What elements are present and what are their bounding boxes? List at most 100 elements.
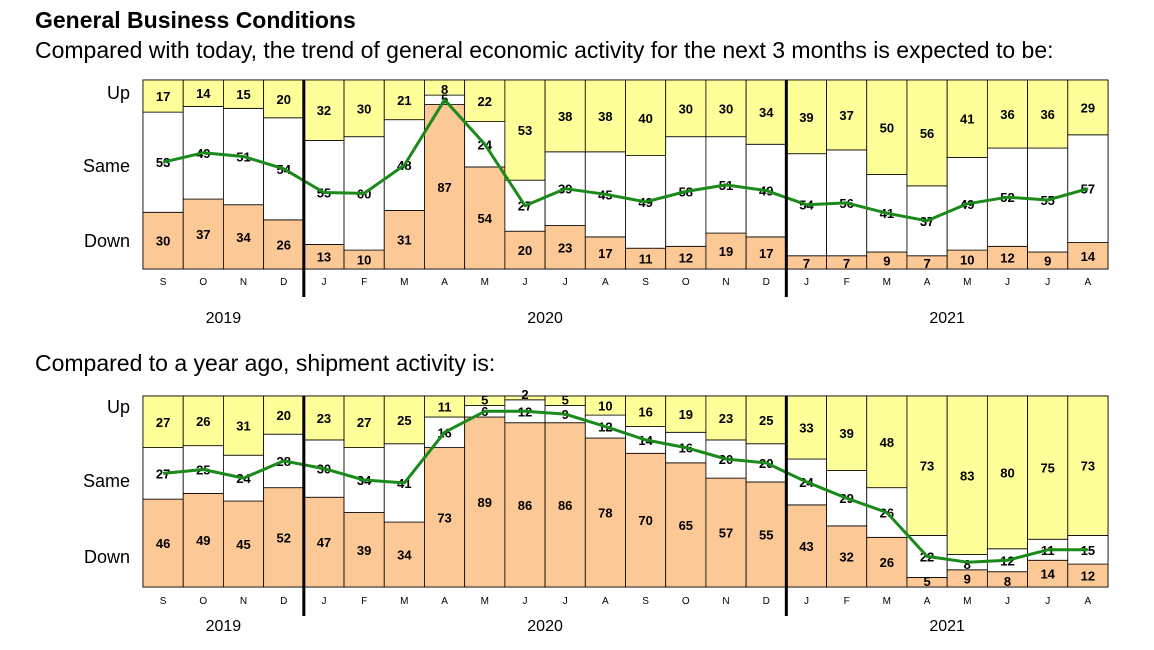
chart-2-month-label: A xyxy=(441,596,448,607)
chart-2-down-label: 86 xyxy=(558,498,572,513)
chart-1-down-label: 30 xyxy=(156,234,170,249)
chart-2-bar-down xyxy=(142,498,184,588)
chart-2-down-label: 45 xyxy=(236,537,250,552)
chart-2-bar-up xyxy=(705,395,747,441)
chart-2-month-label: F xyxy=(361,596,367,607)
chart-2-ylabel-down: Down xyxy=(84,547,130,567)
chart-1-bar-up xyxy=(1067,79,1109,136)
chart-1-up-label: 36 xyxy=(1040,107,1054,122)
chart-2-month-label: J xyxy=(1045,596,1050,607)
chart-2-same-label: 27 xyxy=(156,466,170,481)
chart-1-month-label: S xyxy=(160,277,167,288)
chart-2-bar-up xyxy=(986,395,1028,550)
chart-1-month-label: D xyxy=(280,277,287,288)
chart-2-down-label: 8 xyxy=(1004,574,1011,589)
chart-2-month-label: J xyxy=(522,596,527,607)
chart-2-bar-up xyxy=(665,395,707,433)
chart-1-month-label: M xyxy=(400,277,408,288)
chart-1-bar-down xyxy=(1067,242,1109,270)
chart-1-bar-up xyxy=(584,79,626,153)
chart-1-month-label: J xyxy=(1005,277,1010,288)
chart-2-up-label: 75 xyxy=(1040,461,1054,476)
chart-2-bar-up xyxy=(182,395,224,447)
chart-1-month-label: F xyxy=(844,277,850,288)
chart-1-month-label: A xyxy=(441,277,448,288)
chart-1-bar-up xyxy=(343,79,385,138)
chart-2-bar-up xyxy=(303,395,345,441)
chart-2-month-label: M xyxy=(883,596,891,607)
chart-1-bar-up xyxy=(303,79,345,141)
chart-2-down-label: 73 xyxy=(437,510,451,525)
chart-2-trend-line xyxy=(162,409,1088,564)
chart-1-up-label: 36 xyxy=(1000,107,1014,122)
chart-2-month-label: M xyxy=(481,596,489,607)
chart-1-month-label: J xyxy=(522,277,527,288)
chart-1-up-label: 53 xyxy=(518,123,532,138)
chart-2-up-label: 5 xyxy=(562,393,569,408)
chart-2-month-label: D xyxy=(763,596,770,607)
chart-1-up-label: 30 xyxy=(679,101,693,116)
chart-2-year-label: 2019 xyxy=(206,618,242,635)
chart-1-year-label: 2019 xyxy=(206,310,242,327)
chart-2-month-label: A xyxy=(1085,596,1092,607)
chart-2-same-label: 8 xyxy=(964,557,971,572)
chart-1-down-label: 11 xyxy=(639,252,653,267)
chart-2-down-label: 26 xyxy=(880,555,894,570)
chart-1-bar-up xyxy=(705,79,747,138)
chart-1-down-label: 17 xyxy=(598,246,612,261)
chart-1-down-label: 7 xyxy=(923,256,930,271)
chart-1-bar-down xyxy=(263,219,305,270)
chart-1-up-label: 50 xyxy=(880,120,894,135)
chart-1-bar-up xyxy=(866,79,908,175)
chart-2-bar-up xyxy=(383,395,425,445)
chart-1-year-label: 2021 xyxy=(929,310,965,327)
chart-1-bar-up xyxy=(504,79,546,181)
chart-2-up-label: 2 xyxy=(521,387,528,402)
chart-1-bar-up xyxy=(826,79,868,151)
chart-1-down-label: 12 xyxy=(679,251,693,266)
chart-1-month-label: N xyxy=(722,277,729,288)
chart-1-up-label: 34 xyxy=(759,105,774,120)
chart-2-down-label: 46 xyxy=(156,536,170,551)
chart-2-month-label: N xyxy=(722,596,729,607)
chart-2-up-label: 23 xyxy=(719,411,733,426)
chart-1-down-label: 87 xyxy=(437,180,451,195)
chart-1-down-label: 37 xyxy=(196,227,210,242)
chart-2-month-label: F xyxy=(844,596,850,607)
chart-1-bar-same xyxy=(1067,134,1109,243)
chart-1-down-label: 14 xyxy=(1081,249,1096,264)
chart-1-ylabel-down: Down xyxy=(84,231,130,251)
chart-1-up-label: 38 xyxy=(558,109,572,124)
chart-1-month-label: J xyxy=(563,277,568,288)
chart-2-bar-down xyxy=(343,512,385,588)
chart-1-month-label: O xyxy=(199,277,207,288)
chart-2-down-label: 70 xyxy=(638,513,652,528)
chart-1-down-label: 17 xyxy=(759,246,773,261)
chart-2-subtitle: Compared to a year ago, shipment activit… xyxy=(35,350,496,376)
chart-1-month-label: A xyxy=(924,277,931,288)
chart-2-down-label: 5 xyxy=(923,574,930,589)
chart-2-month-label: S xyxy=(642,596,649,607)
chart-2-down-label: 43 xyxy=(799,539,813,554)
chart-2-down-label: 12 xyxy=(1081,569,1095,584)
chart-2-down-label: 14 xyxy=(1040,567,1055,582)
chart-1-bar-up xyxy=(464,79,506,122)
chart-2-up-label: 25 xyxy=(759,413,773,428)
chart-1-bar-up xyxy=(906,79,948,187)
chart-2-month-label: M xyxy=(400,596,408,607)
chart-1-down-label: 7 xyxy=(803,256,810,271)
chart-2-month-label: D xyxy=(280,596,287,607)
chart-2-bar-down xyxy=(182,493,224,588)
chart-1-up-label: 20 xyxy=(276,92,290,107)
chart-2-up-label: 26 xyxy=(196,414,210,429)
chart-1-up-label: 32 xyxy=(317,103,331,118)
chart-2-month-label: J xyxy=(804,596,809,607)
chart-2-month-label: J xyxy=(321,596,326,607)
chart-2-bar-down xyxy=(785,504,827,588)
chart-2-bar-down xyxy=(625,452,667,588)
chart-2-bar-up xyxy=(946,395,988,555)
chart-2-down-label: 65 xyxy=(679,518,693,533)
chart-2-down-label: 47 xyxy=(317,535,331,550)
chart-2-bar-up xyxy=(223,395,265,456)
